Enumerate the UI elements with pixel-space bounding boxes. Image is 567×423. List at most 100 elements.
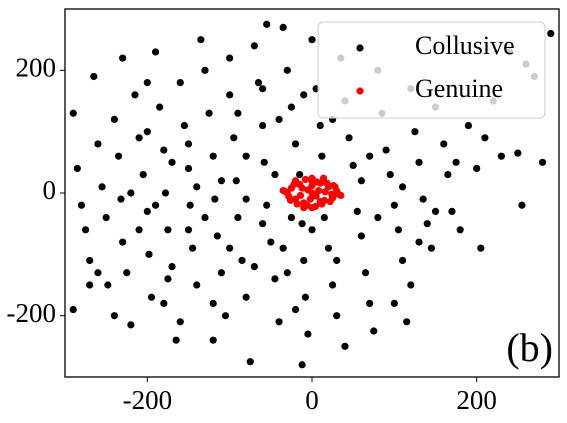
point [291, 305, 300, 314]
point [98, 183, 106, 191]
legend-marker [356, 87, 364, 95]
point [444, 171, 452, 179]
point [291, 140, 300, 148]
point [300, 91, 308, 99]
point [547, 29, 555, 38]
point [254, 79, 263, 87]
point [456, 226, 464, 234]
point [427, 244, 435, 252]
point [361, 269, 370, 277]
point [86, 256, 94, 265]
point [213, 232, 221, 240]
legend-box [317, 21, 546, 119]
point [324, 244, 333, 252]
point [90, 72, 98, 81]
point [357, 177, 365, 185]
point [271, 275, 279, 283]
point [145, 250, 153, 258]
point [403, 318, 411, 326]
point [296, 171, 304, 179]
point [275, 318, 283, 326]
point [298, 184, 306, 192]
point [226, 54, 234, 62]
point [279, 186, 287, 195]
point [283, 269, 291, 277]
point [370, 327, 378, 335]
point [279, 23, 287, 31]
point [104, 281, 112, 289]
point [151, 201, 160, 209]
point [464, 121, 473, 130]
point [246, 358, 254, 366]
point [217, 269, 226, 277]
point [131, 91, 139, 99]
point [283, 66, 291, 74]
point [298, 361, 306, 369]
x-tick-label: 200 [456, 385, 497, 415]
point [308, 174, 316, 182]
point [314, 186, 323, 195]
point [201, 66, 209, 74]
point [279, 244, 287, 252]
point [164, 226, 172, 234]
point [329, 182, 338, 190]
point [390, 201, 398, 209]
point [139, 171, 147, 179]
point [209, 152, 217, 160]
legend-marker [356, 44, 364, 52]
point [86, 281, 94, 289]
point [114, 152, 123, 160]
point [250, 42, 258, 50]
point [110, 115, 118, 123]
point [497, 152, 505, 160]
legend: Collusive Genuine [317, 21, 546, 119]
point [226, 244, 234, 252]
point [211, 195, 219, 203]
point [296, 191, 305, 200]
point [333, 312, 341, 320]
point [156, 103, 164, 111]
y-tick-label: -200 [7, 298, 57, 328]
point [172, 336, 180, 344]
point [143, 207, 151, 215]
point [345, 134, 353, 142]
point [518, 201, 526, 209]
point [386, 171, 394, 179]
point [176, 318, 184, 326]
legend-label: Genuine [415, 74, 503, 103]
point [473, 164, 481, 173]
legend-label: Collusive [415, 31, 515, 60]
annotation: (b) [506, 325, 553, 370]
x-tick-label: -200 [123, 385, 173, 415]
point [308, 182, 316, 190]
point [353, 207, 361, 215]
point [349, 161, 357, 169]
point [143, 79, 151, 87]
point [374, 213, 382, 222]
point [398, 256, 407, 265]
point [318, 152, 326, 160]
point [267, 238, 275, 246]
point [201, 213, 209, 222]
point [168, 158, 176, 166]
point [230, 134, 238, 142]
point [306, 195, 314, 203]
point [117, 195, 125, 203]
point [160, 299, 168, 307]
point [168, 263, 176, 271]
point [313, 178, 321, 186]
point [135, 134, 143, 142]
point [308, 226, 316, 234]
point [193, 281, 201, 289]
point [189, 244, 197, 252]
point [242, 152, 250, 160]
point [184, 226, 193, 234]
point [123, 269, 131, 277]
point [407, 281, 415, 289]
point [263, 20, 271, 28]
point [259, 121, 267, 130]
point [423, 220, 431, 228]
point [333, 256, 341, 265]
x-tick-label: 0 [305, 385, 319, 415]
point [94, 269, 102, 277]
